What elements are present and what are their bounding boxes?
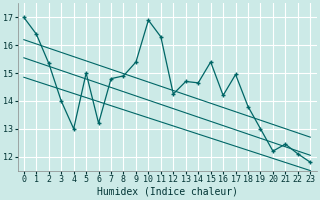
X-axis label: Humidex (Indice chaleur): Humidex (Indice chaleur) [97,187,237,197]
